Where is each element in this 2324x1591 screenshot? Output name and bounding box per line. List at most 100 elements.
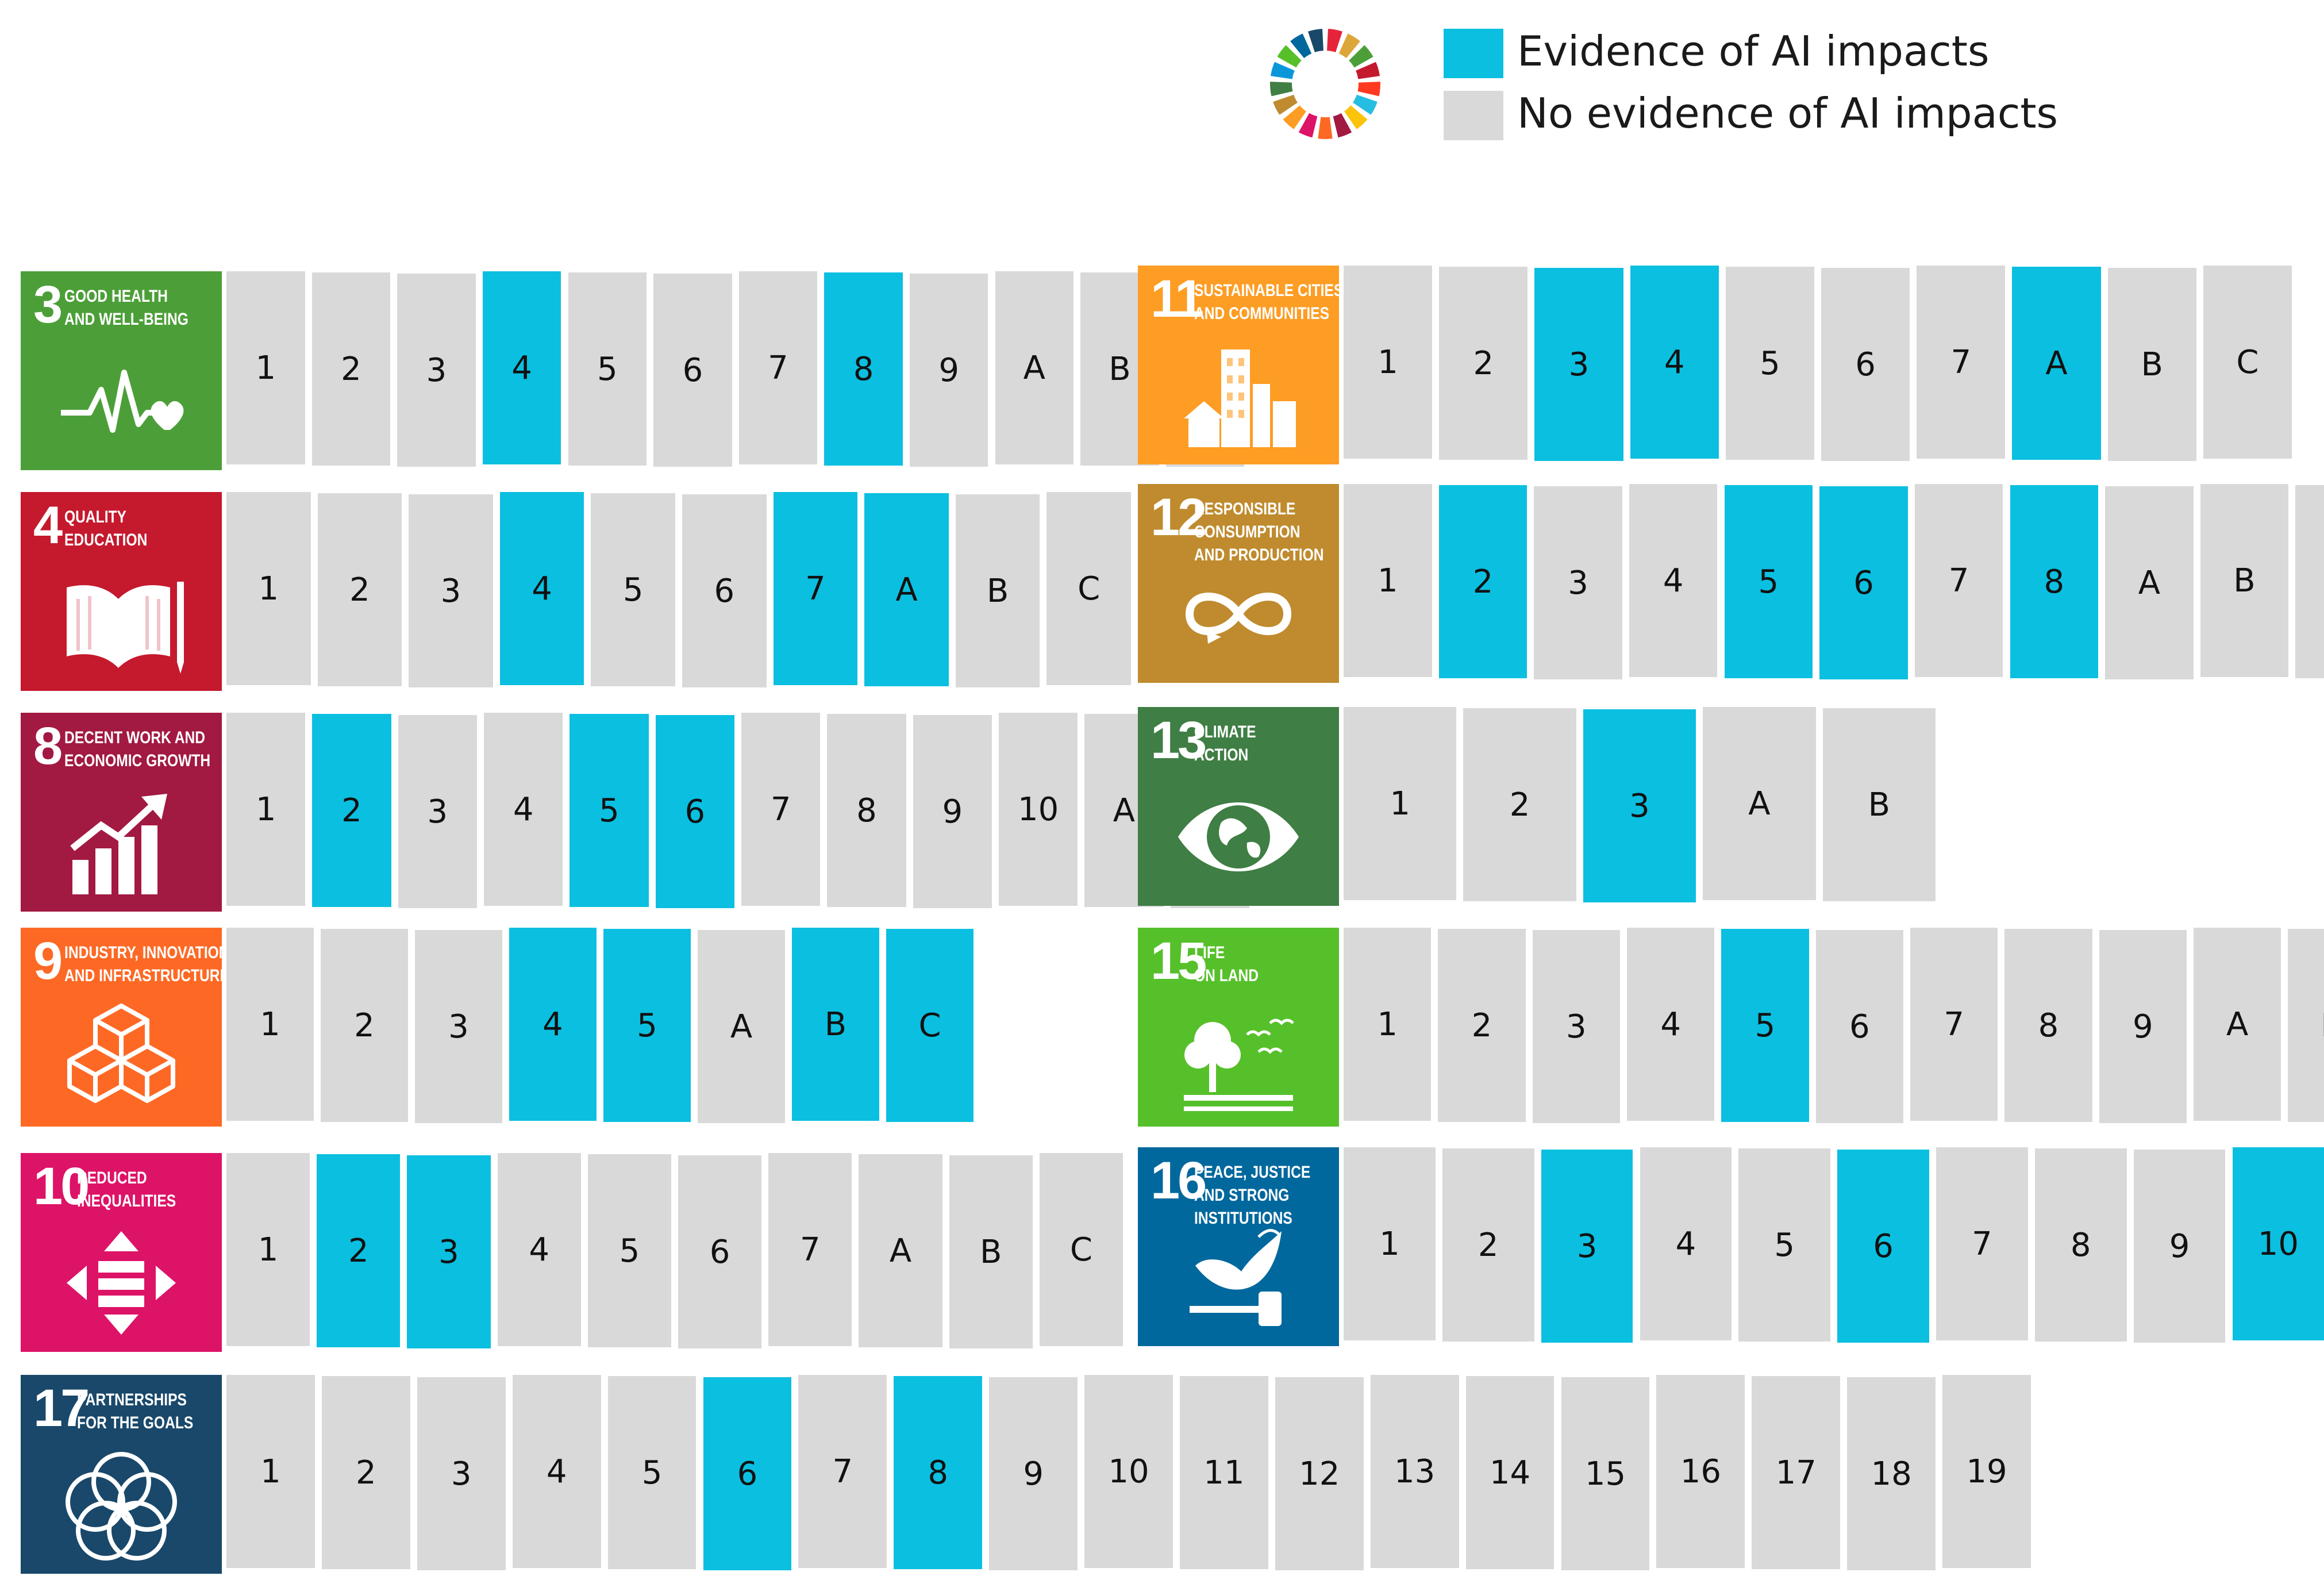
target-cell-4-2: 2 — [317, 493, 402, 686]
target-cell-11-A: A — [2012, 267, 2101, 460]
goal-title-line: Quality — [64, 508, 126, 527]
goal-tile-16: 16 Peace, justice and strong institutions — [1138, 1147, 1339, 1346]
target-cell-16-2: 2 — [1442, 1148, 1534, 1342]
target-cell-16-7: 7 — [1936, 1147, 2028, 1340]
target-cell-17-13: 13 — [1370, 1375, 1459, 1568]
goal-title-line: institutions — [1194, 1209, 1292, 1228]
target-cell-4-5: 5 — [591, 493, 675, 686]
target-cell-3-9: 9 — [909, 274, 988, 467]
goal-row-4: 4 Quality education 1 2 3 4 5 6 7 A B C — [21, 492, 1138, 691]
target-cell-3-4: 4 — [482, 271, 561, 464]
wheel-segment — [1357, 82, 1380, 97]
legend-swatch-no-evidence — [1444, 91, 1503, 140]
target-cell-3-5: 5 — [568, 272, 647, 466]
target-cell-17-4: 4 — [512, 1375, 601, 1568]
goal-tile-3: 3 Good health and well-being — [21, 271, 222, 470]
wheel-segment — [1356, 62, 1380, 79]
goal-title-line: for the goals — [77, 1413, 194, 1432]
target-cell-9-B: B — [792, 928, 879, 1121]
goal-title-line: Peace, justice — [1194, 1163, 1311, 1182]
goal-title-line: education — [64, 531, 148, 549]
target-cell-8-5: 5 — [570, 714, 649, 907]
target-cell-8-10: 10 — [999, 713, 1078, 906]
target-cell-4-1: 1 — [226, 492, 311, 685]
wheel-segment — [1333, 113, 1352, 138]
target-cell-15-9: 9 — [2099, 930, 2187, 1123]
target-cell-17-11: 11 — [1179, 1376, 1268, 1569]
goal-row-11: 11 Sustainable cities and communities 1 2 3 4 5… — [1138, 266, 2299, 464]
target-cell-17-12: 12 — [1275, 1377, 1364, 1570]
goal-tile-9: 9 Industry, innovation and infrastructure — [21, 928, 222, 1127]
target-cell-3-A: A — [995, 271, 1074, 464]
wheel-segment — [1338, 33, 1360, 59]
target-cell-15-2: 2 — [1438, 929, 1526, 1122]
target-cell-12-2: 2 — [1438, 485, 1527, 678]
goal-tile-15: 15 Life on land — [1138, 928, 1339, 1127]
goal-number: 10 — [33, 1157, 90, 1216]
target-cell-4-4: 4 — [499, 492, 584, 685]
goal-row-9: 9 Industry, innovation and infrastructure 1… — [21, 928, 980, 1127]
goal-title: Responsible consumption and production — [1194, 498, 1324, 567]
wheel-segment — [1327, 29, 1342, 52]
goal-tile-17: 17 Partnerships for the goals — [21, 1375, 222, 1574]
goal-title: Peace, justice and strong institutions — [1194, 1161, 1310, 1230]
target-cell-11-C: C — [2203, 266, 2292, 459]
target-cell-12-6: 6 — [1819, 486, 1908, 679]
equality-arrows-icon — [67, 1231, 176, 1335]
target-cell-17-16: 16 — [1656, 1375, 1745, 1568]
target-cell-17-17: 17 — [1752, 1376, 1841, 1569]
target-cell-17-5: 5 — [607, 1376, 697, 1569]
goal-number: 13 — [1151, 711, 1207, 770]
goal-title: Partnerships for the goals — [77, 1389, 193, 1435]
goal-title-line: Decent work and — [64, 728, 206, 747]
target-cell-10-5: 5 — [587, 1154, 671, 1347]
goal-tile-4: 4 Quality education — [21, 492, 222, 691]
goal-title-line: Responsible — [1194, 499, 1296, 518]
goal-number: 3 — [33, 275, 63, 334]
goal-number: 11 — [1151, 270, 1204, 328]
target-cell-17-1: 1 — [226, 1375, 315, 1568]
goal-row-16: 16 Peace, justice and strong institutions 1 2… — [1138, 1147, 2324, 1346]
target-cell-8-8: 8 — [827, 714, 906, 907]
target-cell-3-2: 2 — [311, 272, 391, 466]
legend-swatch-evidence — [1444, 29, 1503, 78]
goal-title-line: and communities — [1194, 304, 1330, 323]
target-cell-12-8: 8 — [2010, 485, 2099, 678]
target-cell-17-6: 6 — [703, 1377, 792, 1570]
target-cell-17-14: 14 — [1465, 1376, 1555, 1569]
wheel-segment — [1349, 45, 1373, 68]
target-cell-15-7: 7 — [1910, 928, 1998, 1121]
target-cell-9-3: 3 — [415, 930, 502, 1123]
goal-title-line: Climate — [1194, 723, 1256, 741]
goal-tile-11: 11 Sustainable cities and communities — [1138, 266, 1339, 464]
target-cell-9-4: 4 — [509, 928, 597, 1121]
target-cell-17-10: 10 — [1084, 1375, 1173, 1568]
target-cell-4-B: B — [955, 494, 1040, 687]
target-cell-13-A: A — [1703, 707, 1816, 900]
goal-number: 12 — [1151, 488, 1207, 547]
target-cell-16-3: 3 — [1541, 1150, 1633, 1343]
goal-title: Industry, innovation and infrastructure — [64, 941, 222, 987]
target-cell-12-B: B — [2200, 484, 2289, 677]
target-cell-8-2: 2 — [312, 714, 391, 907]
wheel-segment — [1298, 113, 1318, 138]
target-cell-8-3: 3 — [398, 715, 477, 908]
goal-title: Quality education — [64, 506, 147, 552]
goal-title-line: Good health — [64, 287, 168, 306]
target-cell-9-C: C — [886, 929, 974, 1122]
goal-title: Sustainable cities and communities — [1194, 279, 1339, 325]
interlinked-rings-icon — [66, 1452, 177, 1561]
target-cell-17-2: 2 — [321, 1376, 410, 1569]
target-cell-16-5: 5 — [1738, 1148, 1831, 1342]
wheel-segment — [1308, 29, 1323, 52]
target-cell-15-8: 8 — [2004, 929, 2092, 1122]
target-cell-11-6: 6 — [1821, 268, 1910, 461]
target-cell-3-6: 6 — [653, 274, 732, 467]
target-cell-9-1: 1 — [226, 928, 314, 1121]
goal-title-line: Industry, innovation — [64, 943, 222, 962]
target-cell-17-19: 19 — [1942, 1375, 2031, 1568]
target-cell-13-B: B — [1822, 708, 1936, 901]
target-cell-3-7: 7 — [738, 271, 818, 464]
target-cell-12-4: 4 — [1629, 484, 1718, 677]
